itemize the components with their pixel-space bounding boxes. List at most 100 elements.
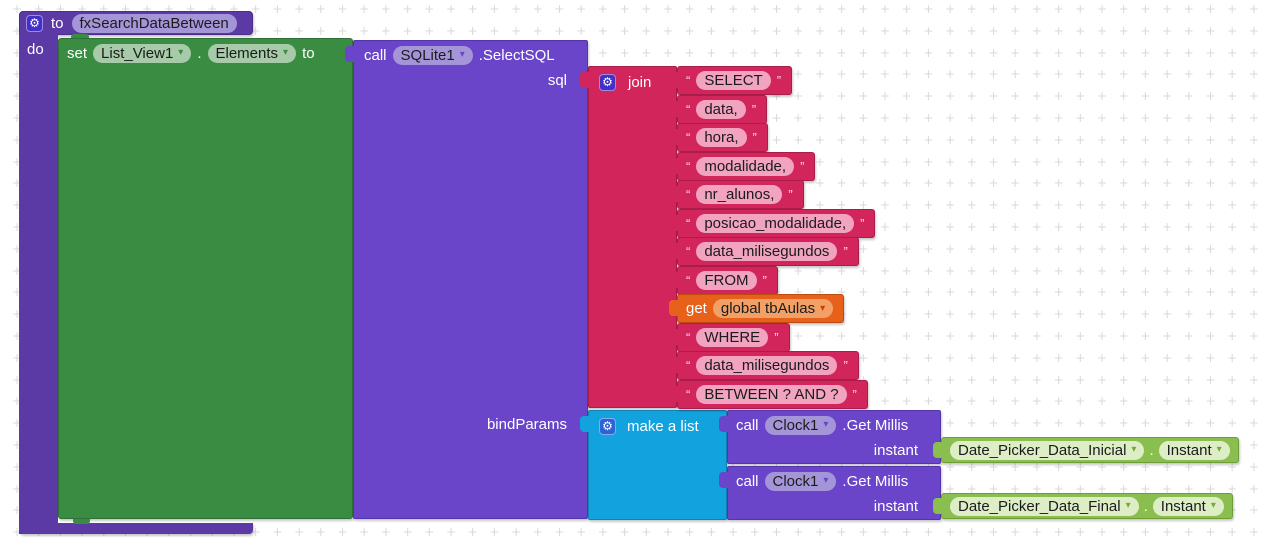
property-dropdown[interactable]: Instant ▾ <box>1152 496 1224 516</box>
text-string-field[interactable]: WHERE <box>696 328 769 347</box>
close-quote-icon: ” <box>843 358 848 373</box>
component-dropdown[interactable]: SQLite1 ▾ <box>392 45 473 65</box>
call-getmillis-block[interactable]: call Clock1 ▾ .Get Millis instant <box>719 410 941 464</box>
join-text-block[interactable]: ⚙ join <box>580 66 677 408</box>
property-dropdown[interactable]: Instant ▾ <box>1158 440 1230 460</box>
text-string-field[interactable]: data, <box>696 100 746 119</box>
text-string-field[interactable]: data_milisegundos <box>696 356 838 375</box>
connector-tab <box>345 46 354 62</box>
text-string-field[interactable]: posicao_modalidade, <box>696 214 855 233</box>
component-property-getter-block[interactable]: Date_Picker_Data_Final ▾. Instant ▾ <box>933 493 1233 519</box>
connector-tab <box>669 329 678 345</box>
dot-separator: . <box>197 44 202 62</box>
close-quote-icon: ” <box>852 387 857 402</box>
property-name: Instant <box>1166 441 1212 459</box>
mutator-gear-icon[interactable]: ⚙ <box>599 417 616 435</box>
text-string-value: hora, <box>704 129 739 146</box>
close-quote-icon: ” <box>788 187 793 202</box>
method-name-label: .Get Millis <box>842 472 909 490</box>
text-string-value: BETWEEN ? AND ? <box>704 386 839 403</box>
get-variable-block[interactable]: get global tbAulas ▾ <box>669 294 845 323</box>
instant-param-label: instant <box>873 442 918 459</box>
open-quote-icon: “ <box>686 273 691 288</box>
text-string-block[interactable]: “ data_milisegundos ” <box>669 237 859 266</box>
variable-dropdown[interactable]: global tbAulas ▾ <box>712 299 834 318</box>
component-dropdown[interactable]: Clock1 ▾ <box>764 415 837 435</box>
text-string-block[interactable]: “ posicao_modalidade, ” <box>669 209 876 238</box>
connector-tab <box>669 72 678 88</box>
procedure-name-field[interactable]: fxSearchDataBetween <box>71 13 237 33</box>
text-string-block[interactable]: “ SELECT ” <box>669 66 793 95</box>
connector-tab <box>719 472 728 488</box>
dropdown-icon: ▾ <box>820 302 826 314</box>
close-quote-icon: ” <box>776 73 782 88</box>
text-string-block[interactable]: “ modalidade, ” <box>669 152 816 181</box>
dropdown-icon: ▾ <box>459 49 465 60</box>
text-string-field[interactable]: data_milisegundos <box>696 242 838 261</box>
procedure-name: fxSearchDataBetween <box>79 14 229 32</box>
open-quote-icon: “ <box>686 187 691 202</box>
text-string-value: data_milisegundos <box>704 243 830 260</box>
text-string-value: modalidade, <box>704 158 787 175</box>
component-dropdown[interactable]: Date_Picker_Data_Final ▾ <box>950 496 1139 516</box>
component-dropdown[interactable]: Clock1 ▾ <box>764 471 837 491</box>
instant-param-label: instant <box>873 498 918 515</box>
sql-param-label: sql <box>547 72 567 89</box>
close-quote-icon: ” <box>751 102 757 117</box>
method-name-label: .Get Millis <box>842 416 909 434</box>
dropdown-icon: ▾ <box>823 475 829 486</box>
open-quote-icon: “ <box>686 102 691 117</box>
connector-tab <box>669 357 678 373</box>
component-name: Date_Picker_Data_Inicial <box>958 441 1127 459</box>
close-quote-icon: ” <box>762 273 767 288</box>
bindparams-param-label: bindParams <box>486 416 567 433</box>
connector-tab <box>580 416 589 432</box>
set-block-top-notch <box>71 34 89 39</box>
connector-tab <box>933 442 942 458</box>
property-name: Elements <box>215 44 279 62</box>
to-keyword-label: to <box>302 44 315 62</box>
text-string-block[interactable]: “ hora, ” <box>669 123 768 152</box>
text-string-block[interactable]: “ BETWEEN ? AND ? ” <box>669 380 868 409</box>
component-property-getter-block[interactable]: Date_Picker_Data_Inicial ▾. Instant ▾ <box>933 437 1239 463</box>
text-string-field[interactable]: hora, <box>696 128 747 147</box>
property-dropdown[interactable]: Elements ▾ <box>207 43 297 63</box>
call-selectsql-block[interactable]: call SQLite1 ▾ .SelectSQL sql bindParams <box>345 40 588 519</box>
text-string-block[interactable]: “ nr_alunos, ” <box>669 180 804 209</box>
join-label: join <box>628 73 652 91</box>
mutator-gear-icon[interactable]: ⚙ <box>26 14 43 32</box>
text-string-field[interactable]: BETWEEN ? AND ? <box>696 385 847 404</box>
text-string-value: data_milisegundos <box>704 357 830 374</box>
set-property-block[interactable]: set List_View1 ▾ . Elements ▾ to <box>58 38 353 519</box>
connector-tab <box>669 186 678 202</box>
make-a-list-block[interactable]: ⚙ make a list <box>580 410 727 520</box>
property-name: Instant <box>1160 497 1206 515</box>
dropdown-icon: ▾ <box>178 47 184 58</box>
text-string-block[interactable]: “ FROM ” <box>669 266 778 295</box>
text-string-field[interactable]: FROM <box>696 271 757 290</box>
method-name-label: .SelectSQL <box>478 46 555 64</box>
component-dropdown[interactable]: Date_Picker_Data_Inicial ▾ <box>950 440 1145 460</box>
mutator-gear-icon[interactable]: ⚙ <box>599 73 616 91</box>
text-string-field[interactable]: modalidade, <box>696 157 795 176</box>
text-string-field[interactable]: nr_alunos, <box>696 185 783 204</box>
call-getmillis-block[interactable]: call Clock1 ▾ .Get Millis instant <box>719 466 941 520</box>
open-quote-icon: “ <box>686 216 691 231</box>
dropdown-icon: ▾ <box>823 419 829 430</box>
procedure-block-footer[interactable] <box>19 523 253 534</box>
procedure-block-header[interactable]: ⚙ to fxSearchDataBetween <box>19 11 253 35</box>
text-string-block[interactable]: “ WHERE ” <box>669 323 790 352</box>
connector-tab <box>669 215 678 231</box>
text-string-block[interactable]: “ data, ” <box>669 95 768 124</box>
text-string-field[interactable]: SELECT <box>696 71 771 90</box>
procedure-block-body[interactable] <box>19 34 58 534</box>
text-string-value: SELECT <box>704 72 763 89</box>
get-keyword-label: get <box>686 300 707 317</box>
call-keyword-label: call <box>736 416 759 434</box>
connector-tab <box>669 386 678 402</box>
close-quote-icon: ” <box>774 330 779 345</box>
text-string-block[interactable]: “ data_milisegundos ” <box>669 351 859 380</box>
component-dropdown[interactable]: List_View1 ▾ <box>93 43 192 63</box>
connector-tab <box>669 300 678 316</box>
